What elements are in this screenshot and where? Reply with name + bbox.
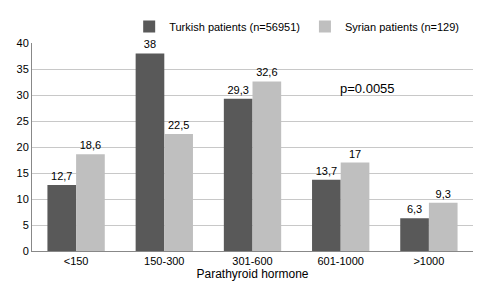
svg-text:20: 20 (17, 141, 29, 153)
svg-text:22,5: 22,5 (168, 119, 189, 131)
svg-text:30: 30 (17, 89, 29, 101)
svg-text:17: 17 (349, 148, 361, 160)
svg-text:p=0.0055: p=0.0055 (340, 81, 395, 96)
svg-text:5: 5 (23, 219, 29, 231)
svg-text:18,6: 18,6 (80, 139, 101, 151)
svg-text:150-300: 150-300 (144, 255, 184, 267)
svg-text:Syrian patients (n=129): Syrian patients (n=129) (345, 21, 459, 33)
svg-text:10: 10 (17, 193, 29, 205)
svg-text:38: 38 (144, 38, 156, 50)
svg-text:Parathyroid hormone: Parathyroid hormone (196, 267, 308, 281)
svg-text:40: 40 (17, 37, 29, 49)
svg-text:25: 25 (17, 115, 29, 127)
svg-text:12,7: 12,7 (51, 170, 72, 182)
svg-text:9,3: 9,3 (436, 188, 451, 200)
svg-text:301-600: 301-600 (232, 255, 272, 267)
svg-text:35: 35 (17, 63, 29, 75)
svg-text:>1000: >1000 (413, 255, 444, 267)
svg-text:29,3: 29,3 (227, 84, 248, 96)
svg-text:Turkish patients (n=56951): Turkish patients (n=56951) (169, 21, 300, 33)
svg-text:<150: <150 (64, 255, 89, 267)
svg-text:15: 15 (17, 167, 29, 179)
svg-text:601-1000: 601-1000 (317, 255, 364, 267)
svg-text:13,7: 13,7 (316, 165, 337, 177)
svg-text:0: 0 (23, 245, 29, 257)
svg-text:6,3: 6,3 (407, 203, 422, 215)
svg-text:32,6: 32,6 (256, 66, 277, 78)
